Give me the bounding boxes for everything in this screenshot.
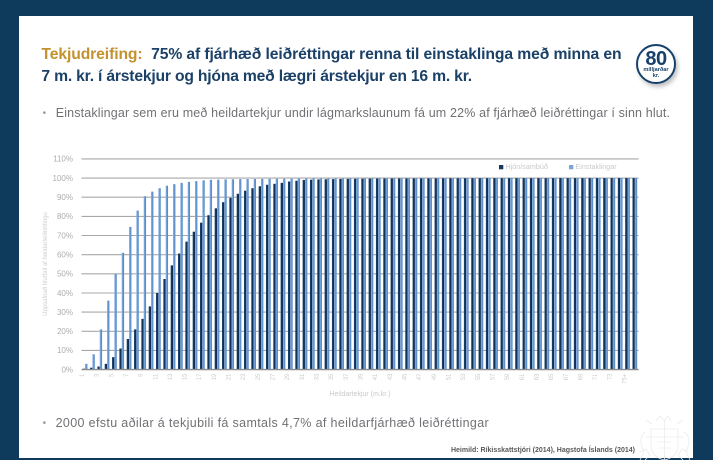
svg-text:51: 51 (446, 373, 452, 380)
svg-text:61: 61 (520, 373, 526, 380)
svg-text:5: 5 (109, 373, 115, 377)
svg-text:65: 65 (549, 373, 555, 380)
svg-text:45: 45 (402, 373, 408, 380)
svg-text:41: 41 (373, 373, 379, 380)
svg-text:Einstaklingar: Einstaklingar (576, 162, 618, 171)
svg-text:59: 59 (505, 373, 511, 380)
svg-text:23: 23 (241, 373, 247, 380)
svg-text:1: 1 (80, 373, 86, 377)
svg-text:73: 73 (608, 373, 614, 380)
svg-text:57: 57 (490, 373, 496, 380)
svg-text:55: 55 (476, 373, 482, 380)
svg-text:70%: 70% (57, 231, 73, 240)
svg-text:47: 47 (417, 373, 423, 380)
svg-text:7: 7 (124, 373, 130, 377)
svg-text:71: 71 (593, 373, 599, 380)
svg-text:21: 21 (227, 373, 233, 380)
svg-text:39: 39 (358, 373, 364, 380)
svg-text:110%: 110% (53, 155, 73, 164)
svg-text:29: 29 (285, 373, 291, 380)
svg-text:0%: 0% (61, 365, 73, 374)
svg-text:50%: 50% (57, 270, 73, 279)
svg-text:Uppsafnað hlutfall af heildarl: Uppsafnað hlutfall af heildarleiðrétting… (42, 212, 49, 316)
svg-text:13: 13 (168, 373, 174, 380)
svg-text:30%: 30% (57, 308, 73, 317)
svg-text:35: 35 (329, 373, 335, 380)
svg-text:90%: 90% (57, 193, 73, 202)
svg-text:31: 31 (300, 373, 306, 380)
svg-text:80%: 80% (57, 212, 73, 221)
svg-text:60%: 60% (57, 251, 73, 260)
svg-text:75+: 75+ (622, 373, 628, 384)
svg-text:49: 49 (432, 373, 438, 380)
svg-text:43: 43 (388, 373, 394, 380)
svg-text:11: 11 (153, 373, 159, 380)
svg-text:Heildartekjur (m.kr.): Heildartekjur (m.kr.) (329, 391, 390, 398)
svg-text:37: 37 (344, 373, 350, 380)
svg-text:100%: 100% (53, 174, 73, 183)
svg-text:15: 15 (183, 373, 189, 380)
svg-text:Hjón/sambúð: Hjón/sambúð (506, 162, 548, 171)
svg-text:3: 3 (95, 373, 101, 377)
svg-text:53: 53 (461, 373, 467, 380)
svg-text:25: 25 (256, 373, 262, 380)
svg-text:19: 19 (212, 373, 218, 380)
svg-text:27: 27 (271, 373, 277, 380)
svg-text:63: 63 (534, 373, 540, 380)
svg-text:10%: 10% (57, 346, 73, 355)
svg-text:67: 67 (564, 373, 570, 380)
svg-text:20%: 20% (57, 327, 73, 336)
svg-text:9: 9 (139, 373, 145, 377)
svg-text:33: 33 (314, 373, 320, 380)
svg-text:69: 69 (578, 373, 584, 380)
svg-text:40%: 40% (57, 289, 73, 298)
svg-text:17: 17 (197, 373, 203, 380)
